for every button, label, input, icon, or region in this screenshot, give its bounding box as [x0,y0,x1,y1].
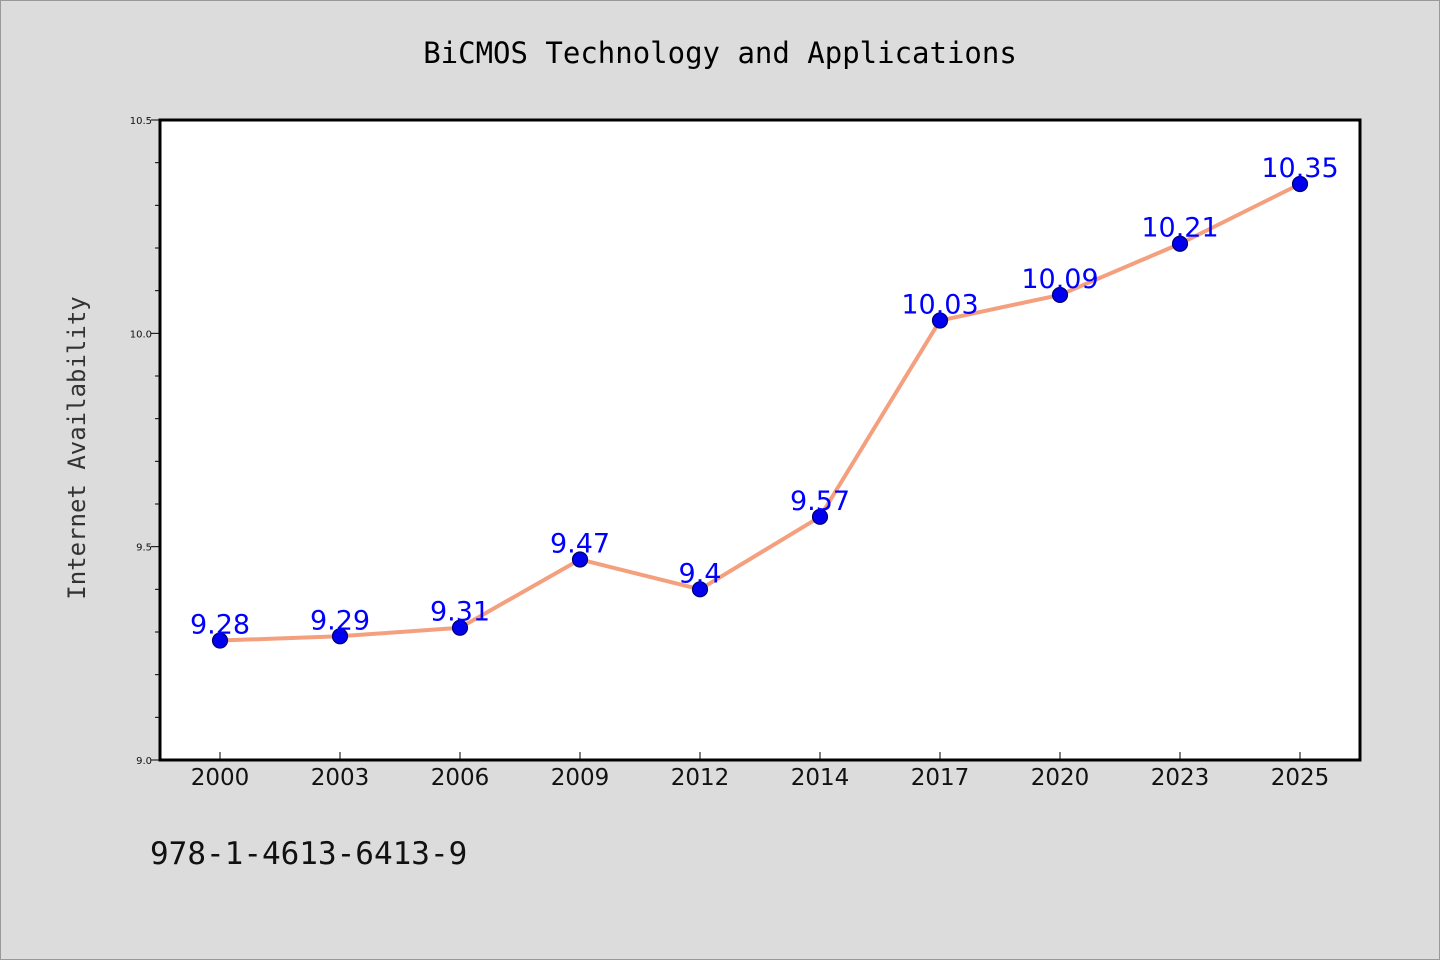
data-label: 10.35 [1261,153,1338,184]
data-point [1171,235,1189,252]
data-point [451,619,469,636]
y-tick-label: 10.0 [130,329,152,340]
x-tick-label: 2003 [311,765,370,791]
chart-title: BiCMOS Technology and Applications [423,36,1017,70]
series-line [218,182,1302,643]
data-point [1291,175,1309,193]
data-label: 9.28 [190,610,250,641]
y-axis-label: Internet Availability [63,296,91,599]
x-tick-label: 2006 [431,765,490,791]
y-tick-label: 10.5 [130,116,152,127]
x-tick-label: 2000 [191,765,250,791]
data-label: 9.29 [310,605,370,636]
data-label: 10.09 [1021,264,1098,295]
data-label: 9.4 [679,558,722,589]
x-tick-label: 2009 [551,765,610,791]
isbn-text: 978-1-4613-6413-9 [150,836,467,872]
data-label: 9.47 [550,528,610,559]
data-point [931,312,949,329]
data-label: 9.31 [430,597,490,628]
data-label: 10.21 [1141,213,1218,244]
x-axis: 2000 2003 2006 2009 2012 2014 2017 2020 2023 2025 [191,752,1330,791]
data-point [1051,286,1069,304]
x-tick-label: 2017 [911,765,970,791]
data-point [691,581,709,598]
plot-frame [158,118,1362,762]
plot-area [160,120,1360,760]
series-layer: 9.28 9.29 9.31 9.47 9.4 9.57 10.03 10.09 10.21 10… [190,153,1339,649]
data-point [811,508,829,525]
data-point [331,628,349,645]
x-tick-label: 2014 [791,765,850,791]
y-tick-label: 9.5 [136,543,152,554]
y-tick-label: 9.0 [136,756,152,767]
x-tick-label: 2023 [1151,765,1210,791]
x-tick-label: 2012 [671,765,730,791]
data-point [571,551,589,568]
x-tick-label: 2020 [1031,765,1090,791]
data-label: 10.03 [901,290,978,321]
data-label: 9.57 [790,486,850,517]
x-tick-label: 2025 [1271,765,1330,791]
data-point [211,632,229,649]
